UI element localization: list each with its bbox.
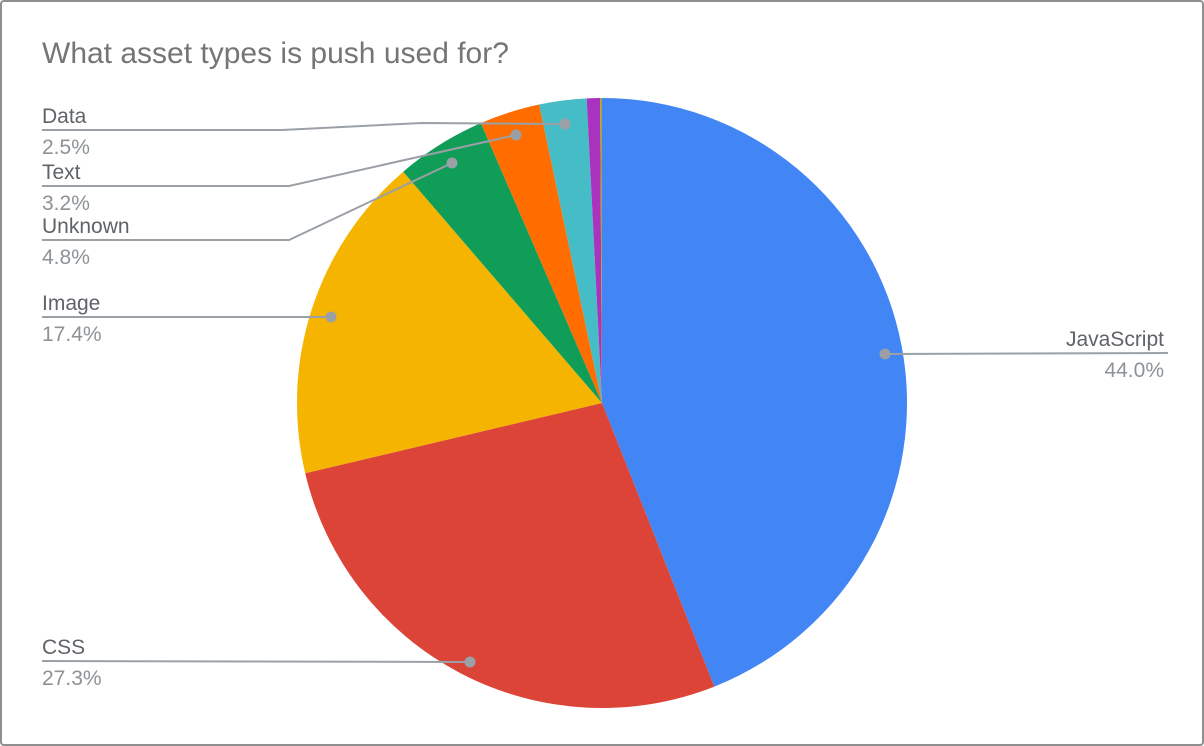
callout-unknown: Unknown 4.8% bbox=[42, 215, 130, 270]
callout-javascript: JavaScript 44.0% bbox=[1066, 328, 1164, 383]
slice-percent-unknown: 4.8% bbox=[42, 246, 90, 269]
slice-label-css: CSS bbox=[42, 636, 86, 659]
callout-image: Image 17.4% bbox=[42, 292, 102, 347]
callout-css: CSS 27.3% bbox=[42, 636, 102, 691]
slice-label-javascript: JavaScript bbox=[1065, 328, 1164, 351]
leader-line-javascript bbox=[884, 352, 1169, 355]
slice-percent-image: 17.4% bbox=[42, 323, 102, 346]
leader-line-data bbox=[42, 121, 566, 131]
callout-data: Data 2.5% bbox=[42, 105, 90, 160]
leader-line-text bbox=[42, 134, 517, 187]
callout-dots bbox=[325, 118, 891, 668]
callout-dot-data bbox=[559, 118, 571, 130]
callout-dot-javascript bbox=[879, 348, 891, 360]
chart-title: What asset types is push used for? bbox=[42, 37, 509, 70]
slice-percent-css: 27.3% bbox=[42, 667, 102, 690]
callout-dot-css bbox=[464, 656, 476, 668]
pie-slice-unlabeled-7 bbox=[600, 98, 602, 403]
leader-line-unknown bbox=[42, 162, 453, 241]
pie-chart bbox=[296, 98, 907, 709]
slice-label-data: Data bbox=[42, 105, 87, 128]
pie-slice-unknown bbox=[403, 123, 602, 403]
pie-slice-css bbox=[305, 403, 715, 709]
callout-dot-unknown bbox=[446, 157, 458, 169]
slice-percent-text: 3.2% bbox=[42, 192, 90, 215]
leader-lines bbox=[41, 121, 1169, 663]
pie-slice-text bbox=[480, 104, 602, 403]
pie-slice-javascript bbox=[602, 98, 907, 687]
callout-dot-image bbox=[325, 311, 337, 323]
slice-percent-data: 2.5% bbox=[42, 136, 90, 159]
callout-dot-text bbox=[510, 129, 522, 141]
pie-slice-unlabeled-6 bbox=[586, 98, 602, 403]
slice-label-text: Text bbox=[42, 161, 81, 184]
pie-slice-image bbox=[296, 171, 602, 474]
slice-label-unknown: Unknown bbox=[42, 215, 130, 238]
leader-line-css bbox=[41, 660, 471, 663]
callout-text: Text 3.2% bbox=[42, 161, 90, 216]
slice-label-image: Image bbox=[42, 292, 101, 315]
pie-slice-data bbox=[539, 98, 602, 403]
slice-percent-javascript: 44.0% bbox=[1104, 359, 1164, 382]
